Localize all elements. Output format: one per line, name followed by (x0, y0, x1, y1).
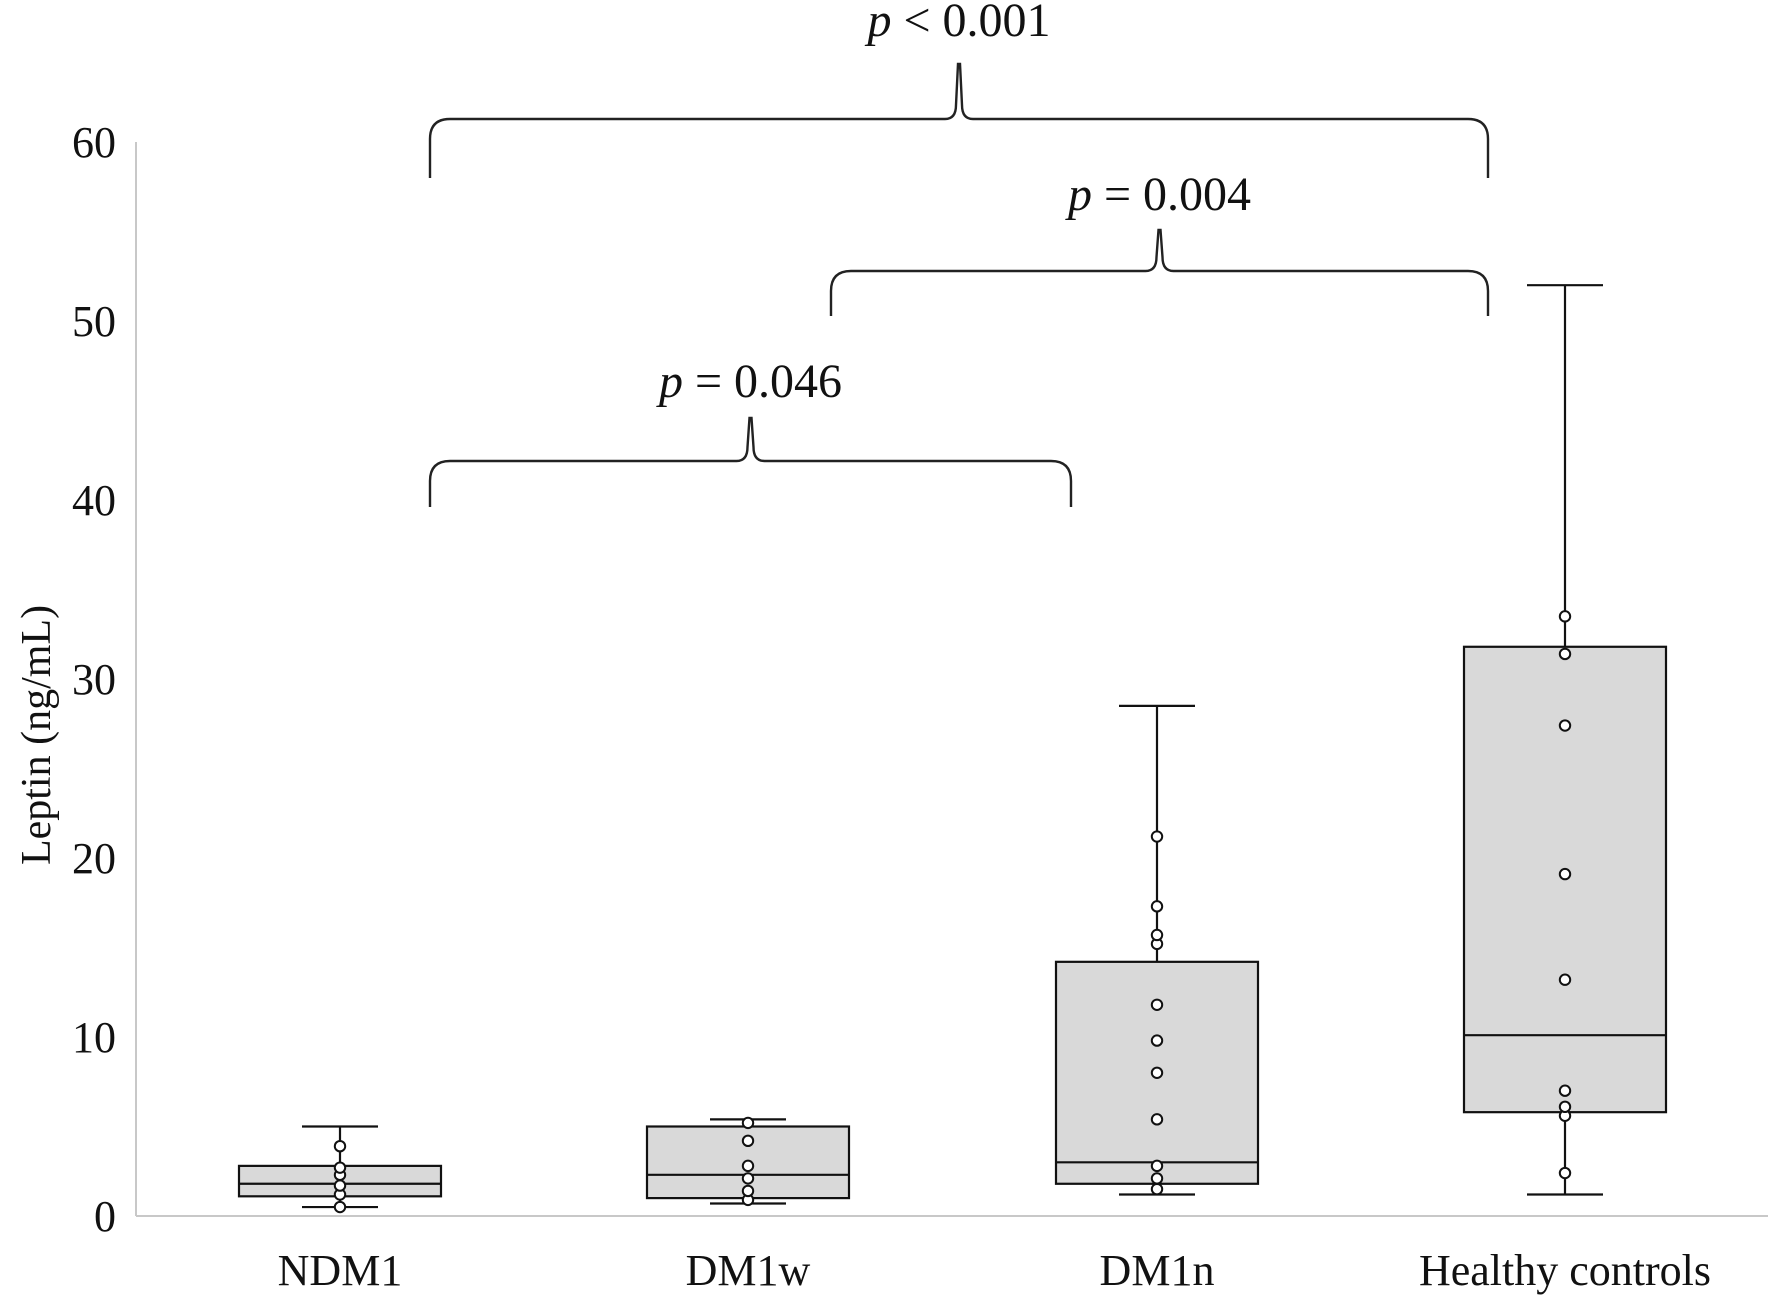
x-category-label: DM1n (1100, 1246, 1215, 1295)
data-point (333, 1179, 347, 1192)
data-point (1150, 1066, 1164, 1080)
data-point (1558, 973, 1572, 986)
x-category-labels: NDM1 DM1w DM1n Healthy controls (278, 1246, 1711, 1295)
y-tick-labels: 0 10 20 30 40 50 60 (72, 118, 116, 1241)
data-point (1558, 719, 1572, 732)
data-point (1150, 1172, 1164, 1185)
y-tick-label: 60 (72, 118, 116, 167)
y-tick-label: 0 (94, 1192, 116, 1241)
y-tick-label: 50 (72, 297, 116, 346)
y-tick-label: 10 (72, 1013, 116, 1062)
data-point (333, 1200, 347, 1214)
axes (135, 142, 1768, 1217)
y-tick-label: 20 (72, 834, 116, 883)
data-point (1150, 830, 1164, 843)
data-point (1150, 928, 1164, 942)
y-axis-title: Leptin (ng/mL) (14, 605, 60, 865)
data-point (1150, 900, 1164, 913)
data-point (741, 1116, 755, 1130)
data-point (1150, 1159, 1164, 1173)
box-series (237, 284, 1668, 1214)
data-point (333, 1139, 347, 1153)
p-value-label: p < 0.001 (864, 0, 1050, 47)
p-symbol: p (864, 0, 891, 47)
data-point (1558, 867, 1572, 881)
data-point (1558, 610, 1572, 623)
data-point (741, 1159, 755, 1173)
data-point (741, 1172, 755, 1185)
data-point (1150, 998, 1164, 1011)
data-point (741, 1184, 755, 1198)
p-value-label: p = 0.004 (1065, 168, 1251, 221)
data-point (1558, 1166, 1572, 1180)
data-point (1150, 1113, 1164, 1126)
y-tick-label: 30 (72, 655, 116, 704)
p-value-text: < 0.001 (891, 0, 1050, 47)
x-category-label: Healthy controls (1419, 1246, 1711, 1295)
box-group (237, 1125, 443, 1214)
significance-brace (428, 62, 1490, 178)
significance-brace (829, 228, 1490, 316)
p-value-text: = 0.004 (1092, 168, 1251, 221)
box-group (645, 1116, 851, 1207)
data-point (1558, 1084, 1572, 1097)
data-point (1558, 1100, 1572, 1114)
box-group (1054, 704, 1260, 1196)
x-category-label: NDM1 (278, 1246, 403, 1295)
significance-brace (428, 416, 1073, 507)
p-symbol: p (1065, 168, 1092, 221)
y-tick-label: 40 (72, 476, 116, 525)
data-point (1150, 1034, 1164, 1047)
data-point (1150, 1182, 1164, 1196)
box-group (1462, 284, 1668, 1196)
p-symbol: p (656, 355, 683, 408)
x-category-label: DM1w (686, 1246, 811, 1295)
data-point (1558, 647, 1572, 661)
data-point (741, 1134, 755, 1148)
p-value-text: = 0.046 (683, 355, 842, 408)
data-point (333, 1161, 347, 1174)
p-value-label: p = 0.046 (656, 355, 842, 408)
